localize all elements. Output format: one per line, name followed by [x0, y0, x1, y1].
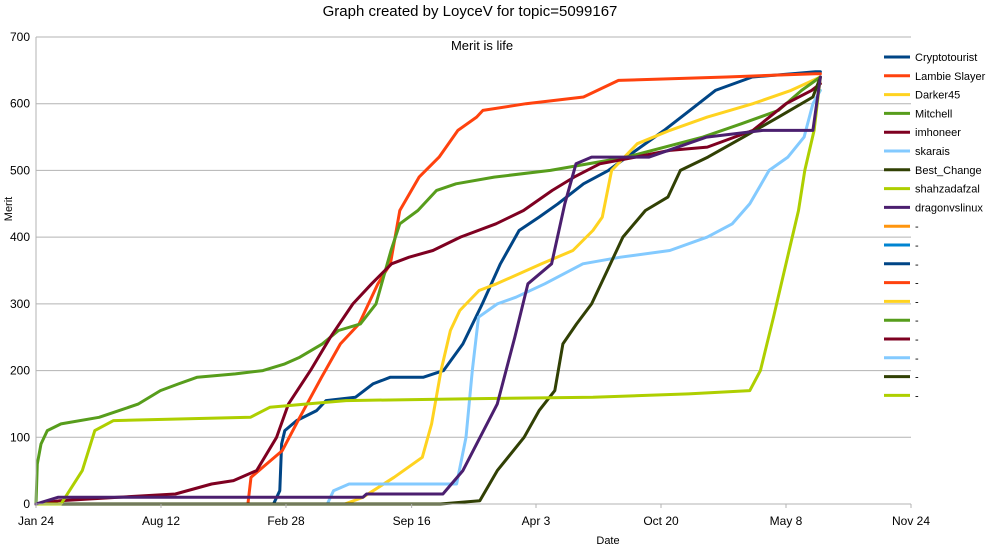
series-line: [34, 75, 822, 506]
y-tick-label: 300: [10, 297, 30, 311]
y-axis-label: Merit: [3, 197, 15, 221]
chart-title: Graph created by LoyceV for topic=509916…: [323, 3, 618, 20]
legend-label: -: [915, 334, 919, 346]
legend-label: -: [915, 315, 919, 327]
legend-label: dragonvslinux: [915, 202, 983, 214]
legend-label: -: [915, 390, 919, 402]
series-layer: [34, 70, 822, 506]
x-axis-label: Date: [596, 535, 619, 547]
legend-label: imhoneer: [915, 127, 961, 139]
legend-label: -: [915, 372, 919, 384]
series-line: [34, 72, 822, 506]
legend-label: Best_Change: [915, 165, 982, 177]
series-line: [34, 75, 822, 506]
axes: [35, 37, 912, 508]
y-tick-label: 600: [10, 97, 30, 111]
legend-label: skarais: [915, 146, 950, 158]
legend-label: -: [915, 296, 919, 308]
x-tick-label: Aug 12: [142, 514, 180, 528]
series-line: [34, 75, 822, 506]
x-tick-label: Feb 28: [267, 514, 305, 528]
series-line: [34, 88, 822, 506]
series-line: [34, 70, 822, 506]
legend-label: -: [915, 353, 919, 365]
y-tick-label: 200: [10, 364, 30, 378]
x-tick-labels: Jan 24 Aug 12 Feb 28 Sep 16 Apr 3 Oct 20 May 8…: [18, 514, 930, 528]
legend-label: Darker45: [915, 90, 960, 102]
y-tick-label: 700: [10, 30, 30, 44]
chart-subtitle: Merit is life: [451, 38, 513, 53]
legend: Cryptotourist Lambie Slayer Darker45 Mitche…: [884, 52, 986, 402]
y-tick-label: 100: [10, 430, 30, 444]
x-tick-label: May 8: [770, 514, 803, 528]
legend-label: -: [915, 221, 919, 233]
legend-label: shahzadafzal: [915, 184, 980, 196]
series-line: [34, 75, 822, 506]
x-tick-label: Sep 16: [393, 514, 431, 528]
x-tick-label: Jan 24: [18, 514, 54, 528]
legend-label: -: [915, 259, 919, 271]
y-tick-label: 0: [23, 497, 30, 511]
legend-label: -: [915, 278, 919, 290]
legend-label: Lambie Slayer: [915, 71, 986, 83]
y-tick-label: 400: [10, 230, 30, 244]
x-tick-label: Apr 3: [522, 514, 551, 528]
series-line: [34, 82, 822, 506]
legend-label: Cryptotourist: [915, 52, 977, 64]
y-tick-labels: 0 100 200 300 400 500 600 700: [10, 30, 30, 511]
legend-label: -: [915, 240, 919, 252]
legend-label: Mitchell: [915, 108, 952, 120]
y-tick-label: 500: [10, 163, 30, 177]
x-tick-label: Oct 20: [643, 514, 679, 528]
x-tick-label: Nov 24: [892, 514, 930, 528]
